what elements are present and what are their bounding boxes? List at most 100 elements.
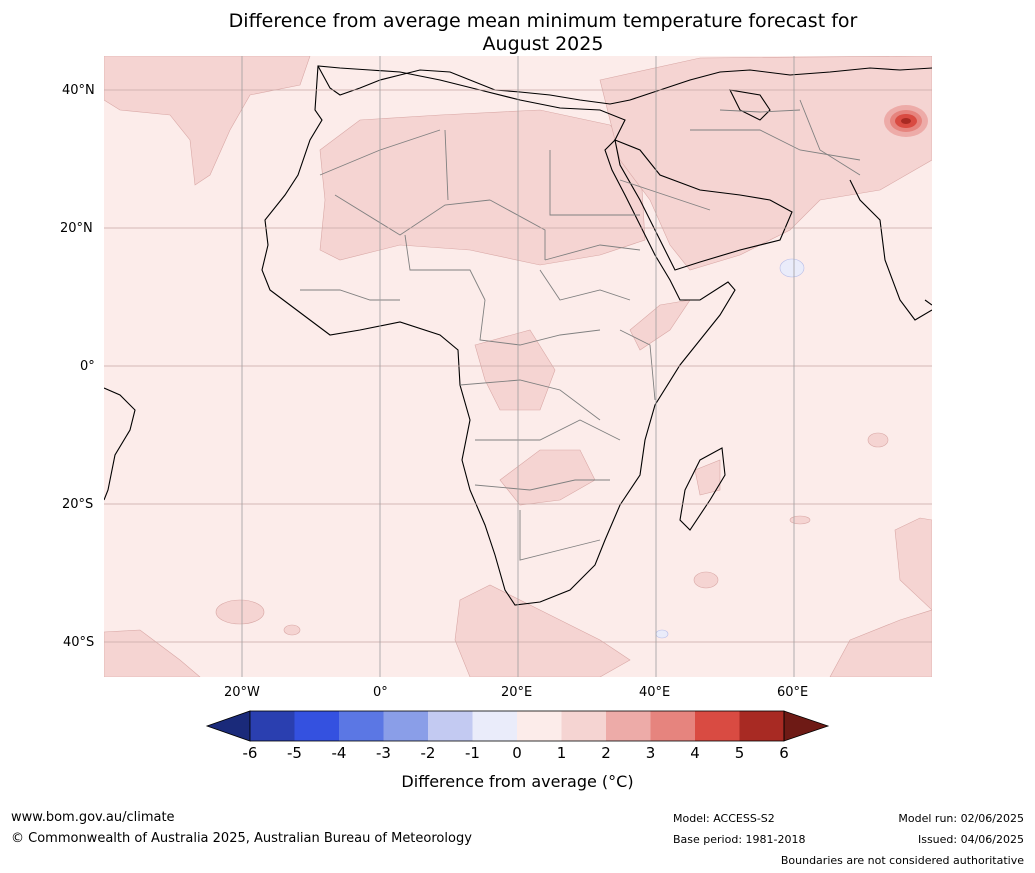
colorbar-tick-label: -2 [420,744,436,762]
anomaly-east-africa [629,299,691,351]
colorbar-label: Difference from average (°C) [401,772,634,791]
border-n [519,510,601,561]
map-title: Difference from average mean minimum tem… [100,10,986,56]
footer-website: www.bom.gov.au/climate [11,810,175,825]
cool-patch-south [655,629,669,639]
lon-label-20w: 20°W [224,685,260,700]
colorbar-segment [339,711,384,741]
colorbar-segment [294,711,339,741]
colorbar-tick-label: 2 [601,744,611,762]
colorbar-extend-low [205,710,251,742]
coast-arabia [614,139,793,271]
anomaly-southeast [829,609,932,677]
country-borders [300,99,861,561]
border-f [544,244,641,261]
hotspot-himalaya [884,105,928,137]
colorbar-tick-label: -6 [242,744,258,762]
anomaly-cool-patches [655,258,805,639]
border-r [799,99,861,176]
anomaly-patch-d [789,515,811,525]
lat-label-0: 0° [80,359,95,374]
coast-india [849,179,932,321]
border-j [619,329,656,401]
colorbar-segment [428,711,473,741]
border-s [719,109,801,113]
coast-south-america [104,387,136,501]
colorbar-tick-label: 3 [645,744,656,762]
anomaly-1-2-regions [104,56,932,677]
colorbar-tick-label: -5 [287,744,302,762]
border-h [479,299,601,346]
colorbar-segment [517,711,562,741]
border-m [474,479,610,491]
colorbar-tick-label: 6 [779,744,789,762]
lon-label-60e: 60°E [777,685,809,700]
colorbar-tick-label: 0 [512,744,522,762]
anomaly-central-africa [474,329,556,411]
colorbar-segment [650,711,695,741]
colorbar-segment [250,711,295,741]
footer-base-period: Base period: 1981-2018 [673,833,806,846]
border-l [475,419,621,441]
anomaly-patch-c [693,571,719,589]
footer-issued: Issued: 04/06/2025 [917,833,1024,846]
colorbar-tick-label: -4 [331,744,347,762]
anomaly-patch-a [215,599,265,625]
border-d [489,199,546,260]
anomaly-sahara [319,109,646,266]
coast-madagascar [679,447,726,531]
border-i [539,269,631,301]
border-c [444,129,449,201]
colorbar [205,710,830,742]
anomaly-patch-b [867,432,889,448]
anomaly-indian-ocean [894,517,932,611]
colorbar-tick-label: 4 [690,744,700,762]
title-line-1: Difference from average mean minimum tem… [228,10,858,32]
anomaly-north-atlantic [104,56,311,186]
footer-copyright: © Commonwealth of Australia 2025, Austra… [11,831,472,846]
border-p [619,179,711,211]
colorbar-extend-high [783,710,830,742]
lon-label-0: 0° [373,685,388,700]
footer-model-run: Model run: 02/06/2025 [898,812,1024,825]
colorbar-tick-label: 5 [734,744,745,762]
meridians [241,56,795,677]
colorbar-segment [606,711,651,741]
footer-model: Model: ACCESS-S2 [673,812,775,825]
lon-label-20e: 20°E [501,685,533,700]
border-k [459,379,601,421]
lat-label-40n: 40°N [62,83,95,98]
colorbar-segment [383,711,428,741]
border-g [404,234,486,301]
border-e [549,150,640,216]
coast-sri-lanka [924,299,932,306]
colorbar-tick-label: -1 [465,744,480,762]
border-q [690,129,861,161]
anomaly-arabia-asia [599,56,932,271]
anomaly-madagascar-east [694,459,721,496]
lon-label-40e: 40°E [639,685,671,700]
colorbar-segment [739,711,784,741]
colorbar-tick-label: -3 [376,744,391,762]
border-o [300,289,400,301]
coastlines [104,65,932,606]
footer-disclaimer: Boundaries are not considered authoritat… [780,854,1024,867]
anomaly-south-atlantic [454,584,631,677]
coast-africa-arabia [261,65,736,606]
colorbar-segment [561,711,606,741]
colorbar-frame [249,710,785,742]
coast-europe [317,65,932,105]
colorbar-segment [695,711,740,741]
border-b [334,194,491,236]
anomaly-patch-e [283,624,301,636]
coast-caspian [729,89,771,121]
title-line-2: August 2025 [482,33,604,55]
colorbar-segment [472,711,517,741]
colorbar-tick-label: 1 [556,744,567,762]
cool-patch-arabian-sea [779,258,805,278]
map-area [104,56,932,677]
lat-label-20s: 20°S [62,497,94,512]
lat-label-40s: 40°S [63,635,95,650]
lat-label-20n: 20°N [60,221,93,236]
